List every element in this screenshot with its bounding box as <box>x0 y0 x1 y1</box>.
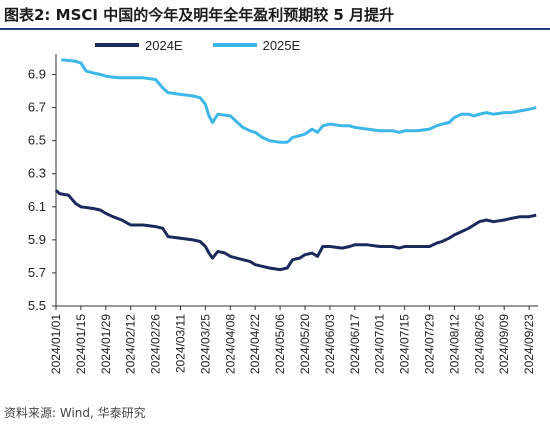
x-tick-label: 2024/08/12 <box>447 314 461 374</box>
legend-label-2025e: 2025E <box>262 37 301 53</box>
x-tick-label: 2024/01/29 <box>99 314 113 374</box>
y-tick-label: 5.5 <box>28 298 46 313</box>
legend: 2024E 2025E <box>95 36 330 54</box>
y-tick-label: 6.9 <box>28 67 46 82</box>
x-tick-label: 2024/09/23 <box>522 314 536 374</box>
series-line-2025e <box>61 58 537 144</box>
x-tick-label: 2024/04/08 <box>223 314 237 374</box>
legend-swatch-2025e <box>212 43 257 47</box>
title-bar: 图表2: MSCI 中国的今年及明年全年盈利预期较 5 月提升 <box>0 0 550 30</box>
legend-item-2025e: 2025E <box>212 37 301 53</box>
y-tick-label: 6.3 <box>28 166 46 181</box>
x-tick-label: 2024/05/20 <box>298 314 312 374</box>
x-tick-label: 2024/08/26 <box>472 314 486 374</box>
x-tick-label: 2024/02/26 <box>149 314 163 374</box>
chart-title: 图表2: MSCI 中国的今年及明年全年盈利预期较 5 月提升 <box>4 6 395 24</box>
x-tick-label: 2024/02/12 <box>124 314 138 374</box>
y-tick-label: 5.7 <box>28 265 46 280</box>
y-tick-label: 6.1 <box>28 199 46 214</box>
series-line-2024e <box>54 189 537 272</box>
legend-label-2024e: 2024E <box>145 37 183 53</box>
source-note: 资料来源: Wind, 华泰研究 <box>4 406 146 420</box>
x-tick-label: 2024/04/22 <box>248 314 262 374</box>
y-tick-label: 6.5 <box>28 133 46 148</box>
x-tick-label: 2024/03/11 <box>174 314 188 373</box>
x-tick-label: 2024/07/15 <box>398 314 412 374</box>
x-tick-label: 2024/01/15 <box>74 314 88 374</box>
x-tick-label: 2024/09/09 <box>497 314 511 374</box>
series-layer <box>54 58 537 272</box>
x-axis: 2024/01/01 2024/01/15 2024/01/29 2024/02/12… <box>49 305 538 374</box>
x-tick-label: 2024/06/17 <box>348 314 362 374</box>
x-tick-label: 2024/07/01 <box>373 314 387 374</box>
x-tick-label: 2024/01/01 <box>49 314 63 374</box>
legend-swatch-2024e <box>95 43 139 47</box>
y-tick-label: 6.7 <box>28 100 46 115</box>
x-tick-label: 2024/03/25 <box>198 314 212 374</box>
legend-item-2024e: 2024E <box>95 38 183 53</box>
x-tick-label: 2024/05/06 <box>273 314 287 374</box>
y-axis: 5.5 5.7 5.9 6.1 6.3 6.5 6.7 6.9 <box>28 54 57 313</box>
y-tick-label: 5.9 <box>28 232 46 247</box>
x-tick-label: 2024/06/03 <box>323 314 337 374</box>
x-tick-label: 2024/07/29 <box>423 314 437 374</box>
